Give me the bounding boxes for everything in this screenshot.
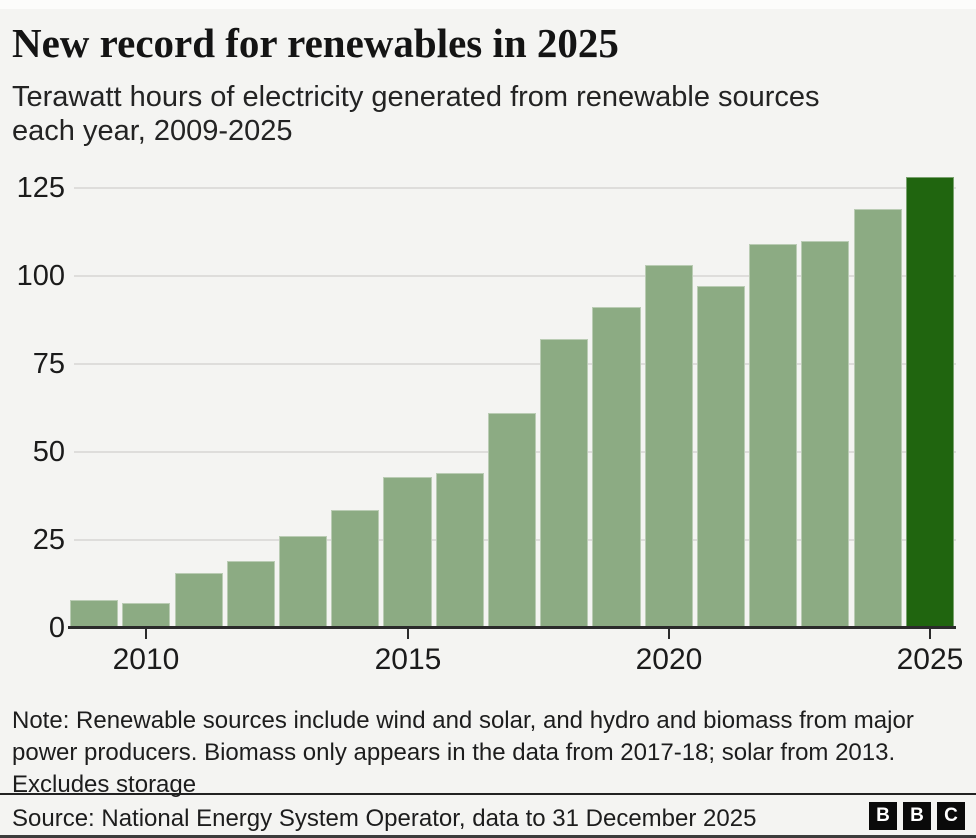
x-tick-label-2015: 2015 — [374, 643, 442, 676]
y-tick-label-100: 100 — [16, 260, 65, 292]
bar-2015 — [383, 476, 432, 628]
bar-2025 — [905, 177, 954, 628]
bbc-logo-block-3: C — [937, 802, 965, 830]
y-gridline-125 — [74, 187, 956, 189]
y-gridline-100 — [74, 275, 956, 277]
bar-2014 — [331, 510, 380, 628]
page-subtitle: Terawatt hours of electricity generated … — [12, 81, 820, 147]
x-tick-2015 — [407, 629, 409, 639]
bar-2023 — [801, 240, 850, 628]
bar-2012 — [226, 561, 275, 628]
note-line-2: power producers. Biomass only appears in… — [12, 739, 896, 766]
bar-2016 — [435, 473, 484, 628]
source-row: Source: National Energy System Operator,… — [0, 801, 976, 835]
note-line-1: Note: Renewable sources include wind and… — [12, 707, 914, 734]
bar-2011 — [174, 573, 223, 628]
bar-chart: 0 25 50 75 100 125 2010 2015 2020 2025 — [16, 172, 964, 676]
note-text: Note: Renewable sources include wind and… — [12, 705, 968, 801]
bar-2020 — [644, 265, 693, 628]
y-tick-label-75: 75 — [32, 348, 65, 380]
y-tick-label-50: 50 — [32, 436, 65, 468]
x-tick-label-2010: 2010 — [112, 643, 180, 676]
bar-2018 — [540, 339, 589, 628]
y-tick-label-125: 125 — [16, 172, 65, 204]
top-margin-strip — [0, 0, 976, 9]
bottom-border — [0, 835, 976, 838]
y-tick-label-25: 25 — [32, 524, 65, 556]
footer-divider — [0, 793, 976, 795]
bar-2022 — [749, 244, 798, 628]
x-tick-2010 — [145, 629, 147, 639]
bar-2019 — [592, 307, 641, 628]
x-axis-line — [68, 626, 956, 629]
bbc-logo-block-2: B — [903, 802, 931, 830]
source-text: Source: National Energy System Operator,… — [12, 805, 757, 832]
bbc-logo-block-1: B — [869, 802, 897, 830]
y-tick-label-0: 0 — [48, 612, 65, 644]
bar-2013 — [278, 536, 328, 628]
x-tick-2020 — [668, 629, 670, 639]
x-tick-label-2020: 2020 — [635, 643, 703, 676]
note-line-3: Excludes storage — [12, 771, 197, 798]
bar-2009 — [70, 599, 119, 628]
y-gridline-75 — [74, 363, 956, 365]
page-title: New record for renewables in 2025 — [12, 20, 619, 66]
bar-2017 — [487, 413, 537, 628]
x-tick-label-2025: 2025 — [896, 643, 964, 676]
bar-2010 — [122, 603, 171, 628]
x-tick-2025 — [929, 629, 931, 639]
bar-2024 — [853, 208, 902, 628]
bar-2021 — [696, 286, 745, 628]
